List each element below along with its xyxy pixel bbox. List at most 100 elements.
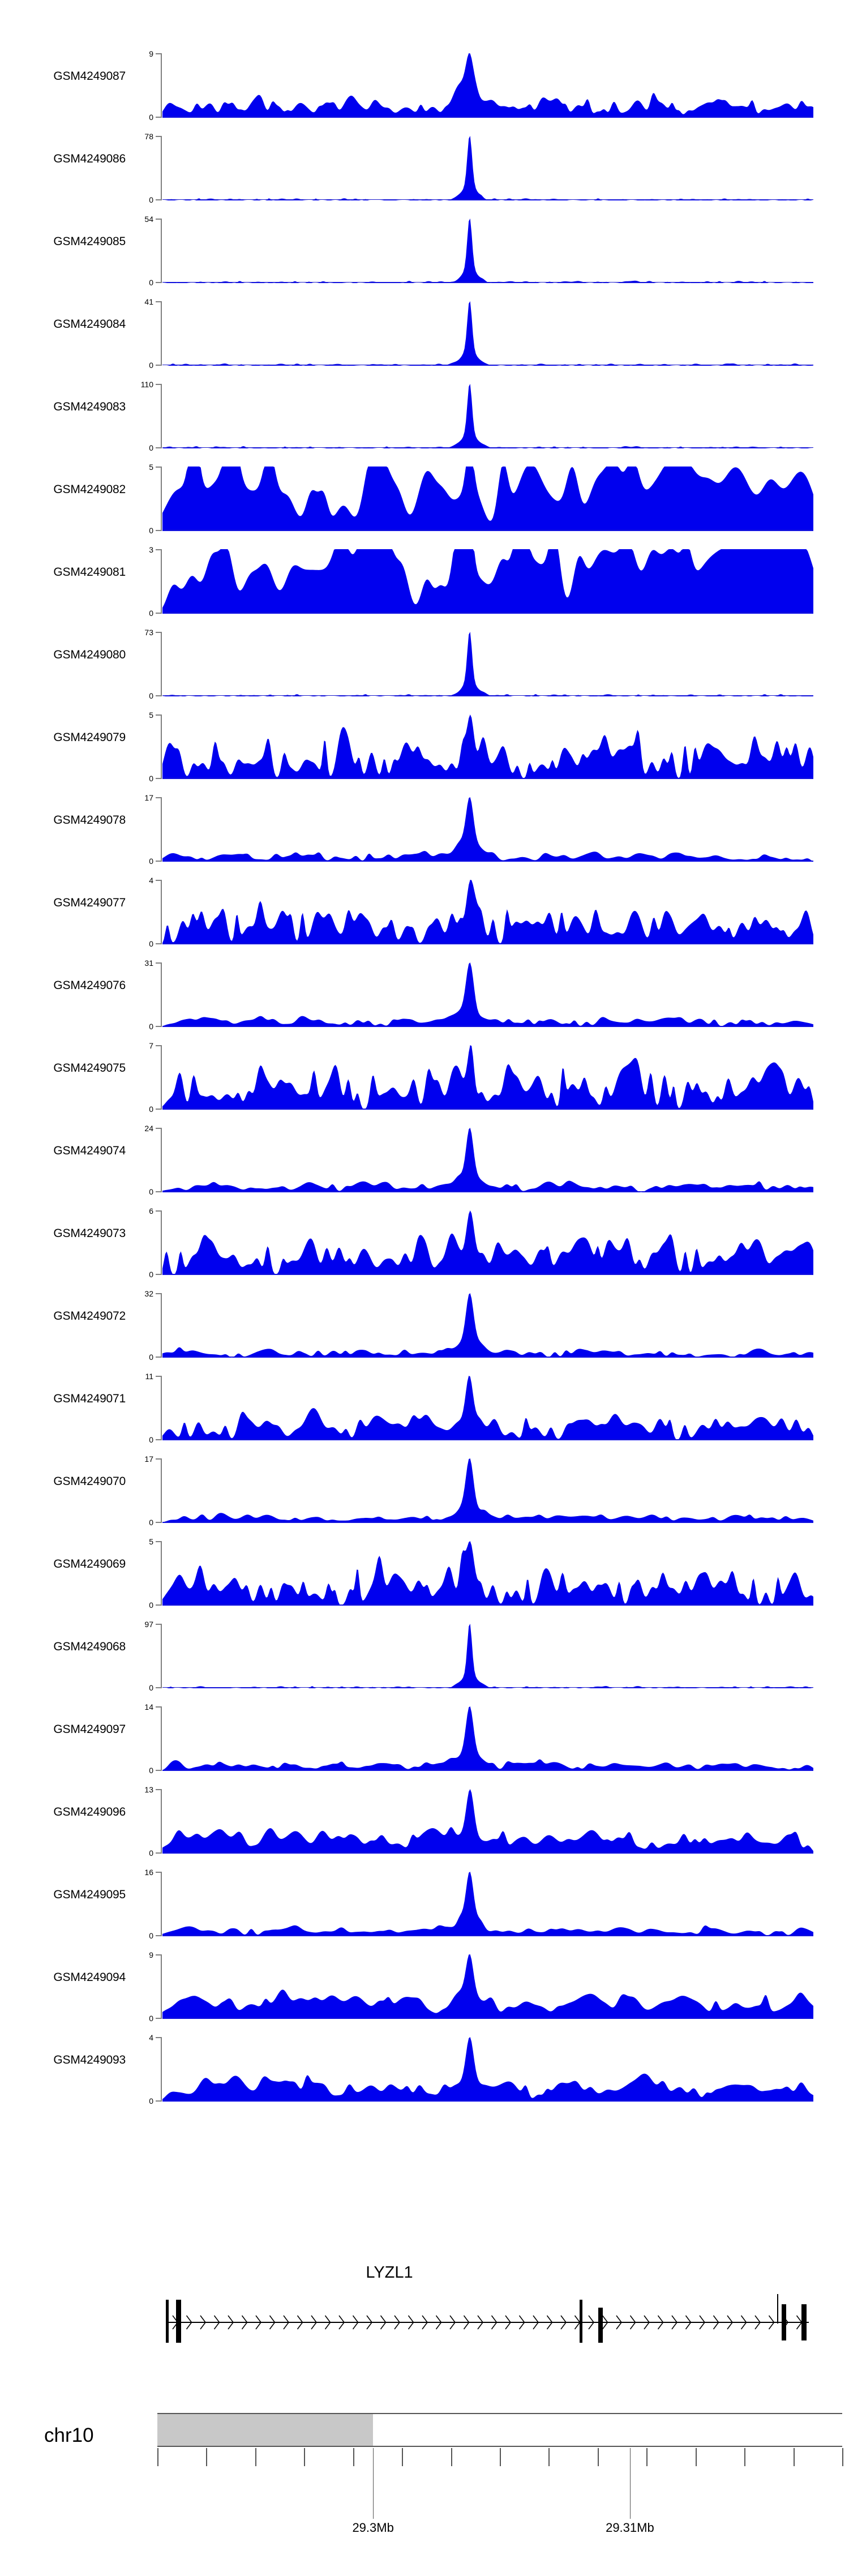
y-axis-tick-max: [156, 880, 162, 881]
y-axis-min-value: 0: [149, 609, 153, 618]
coverage-plot-area[interactable]: [162, 2037, 813, 2102]
gene-exon[interactable]: [598, 2308, 603, 2343]
track-sample-label: GSM4249072: [53, 1310, 126, 1323]
coverage-area: [162, 384, 813, 448]
coverage-track: GSM4249075 7 0: [0, 1027, 849, 1113]
y-axis-tick-max: [156, 797, 162, 798]
y-axis-tick-max: [156, 1872, 162, 1873]
y-axis-min-value: 0: [149, 1022, 153, 1031]
gene-exon[interactable]: [580, 2300, 582, 2343]
gene-strand-arrow-icon: [366, 2315, 372, 2330]
track-sample-label: GSM4249096: [53, 1805, 126, 1818]
y-axis-line: [161, 1210, 162, 1275]
coverage-baseline: [162, 447, 813, 448]
gene-strand-arrow-icon: [629, 2315, 636, 2330]
gene-model[interactable]: [162, 2294, 813, 2343]
y-axis-tick-max: [156, 1706, 162, 1708]
gene-strand-arrow-icon: [283, 2315, 289, 2330]
coverage-plot-area[interactable]: [162, 384, 813, 448]
y-axis-min-value: 0: [149, 1187, 153, 1196]
gene-strand-arrow-icon: [713, 2315, 719, 2330]
coverage-plot-area[interactable]: [162, 1624, 813, 1688]
y-axis-line: [161, 962, 162, 1027]
coverage-plot-area[interactable]: [162, 1789, 813, 1854]
y-axis-line: [161, 301, 162, 366]
coverage-area: [162, 301, 813, 366]
coverage-track: GSM4249077 4 0: [0, 862, 849, 948]
track-sample-label: GSM4249095: [53, 1888, 126, 1901]
coverage-plot-area[interactable]: [162, 797, 813, 862]
track-y-axis: 31 0: [140, 959, 162, 1031]
coverage-plot-area[interactable]: [162, 1541, 813, 1606]
coverage-track: GSM4249095 16 0: [0, 1854, 849, 1940]
coverage-plot-area[interactable]: [162, 549, 813, 614]
coverage-plot-area[interactable]: [162, 1128, 813, 1192]
coverage-plot-area[interactable]: [162, 301, 813, 366]
gene-strand-arrow-icon: [228, 2315, 234, 2330]
coverage-track: GSM4249094 9 0: [0, 1936, 849, 2022]
coverage-plot-area[interactable]: [162, 136, 813, 200]
coverage-track: GSM4249085 54 0: [0, 200, 849, 286]
coverage-track: GSM4249072 32 0: [0, 1275, 849, 1361]
coverage-plot-area[interactable]: [162, 880, 813, 944]
coverage-area: [162, 1624, 813, 1688]
gene-exon[interactable]: [777, 2294, 778, 2323]
coverage-plot-area[interactable]: [162, 53, 813, 118]
y-axis-min-value: 0: [149, 361, 153, 370]
coverage-plot-area[interactable]: [162, 1210, 813, 1275]
gene-strand-arrow-icon: [491, 2315, 498, 2330]
y-axis-tick-max: [156, 1210, 162, 1212]
coverage-plot-area[interactable]: [162, 1706, 813, 1771]
gene-strand-arrow-icon: [671, 2315, 678, 2330]
track-sample-label: GSM4249068: [53, 1640, 126, 1653]
coverage-area: [162, 1045, 813, 1110]
gene-strand-arrow-icon: [449, 2315, 456, 2330]
track-sample-label: GSM4249093: [53, 2053, 126, 2066]
coverage-track: GSM4249087 9 0: [0, 35, 849, 121]
track-sample-label: GSM4249070: [53, 1475, 126, 1488]
gene-exon[interactable]: [782, 2304, 786, 2340]
gene-exon[interactable]: [801, 2304, 807, 2340]
y-axis-line: [161, 1045, 162, 1110]
coverage-plot-area[interactable]: [162, 467, 813, 531]
y-axis-tick-min: [156, 861, 162, 862]
coverage-plot-area[interactable]: [162, 1954, 813, 2019]
y-axis-tick-max: [156, 1293, 162, 1294]
coverage-plot-area[interactable]: [162, 632, 813, 696]
coverage-area: [162, 1872, 813, 1936]
coverage-area: [162, 1954, 813, 2019]
coverage-plot-area[interactable]: [162, 714, 813, 779]
coverage-area: [162, 467, 813, 531]
y-axis-tick-max: [156, 1376, 162, 1377]
gene-exon[interactable]: [176, 2300, 181, 2343]
gene-strand-arrow-icon: [408, 2315, 414, 2330]
y-axis-tick-min: [156, 695, 162, 696]
coverage-plot-area[interactable]: [162, 1045, 813, 1110]
gene-strand-arrow-icon: [768, 2315, 775, 2330]
coverage-plot-area[interactable]: [162, 219, 813, 283]
gene-exon[interactable]: [166, 2300, 169, 2343]
y-axis-tick-min: [156, 1109, 162, 1110]
track-y-axis: 11 0: [140, 1372, 162, 1444]
y-axis-line: [161, 1872, 162, 1936]
y-axis-min-value: 0: [149, 195, 153, 204]
coverage-area: [162, 549, 813, 614]
y-axis-max-value: 7: [149, 1041, 153, 1050]
y-axis-min-value: 0: [149, 1435, 153, 1444]
coverage-plot-area[interactable]: [162, 1872, 813, 1936]
y-axis-tick-min: [156, 199, 162, 200]
coverage-plot-area[interactable]: [162, 1458, 813, 1523]
track-sample-label: GSM4249085: [53, 235, 126, 248]
ruler-bar[interactable]: [157, 2413, 842, 2447]
y-axis-min-value: 0: [149, 443, 153, 452]
y-axis-tick-max: [156, 384, 162, 385]
ruler-tick: [842, 2448, 843, 2466]
coverage-plot-area[interactable]: [162, 1293, 813, 1358]
gene-strand-arrow-icon: [477, 2315, 483, 2330]
coverage-plot-area[interactable]: [162, 962, 813, 1027]
track-sample-label: GSM4249075: [53, 1062, 126, 1075]
coverage-plot-area[interactable]: [162, 1376, 813, 1440]
